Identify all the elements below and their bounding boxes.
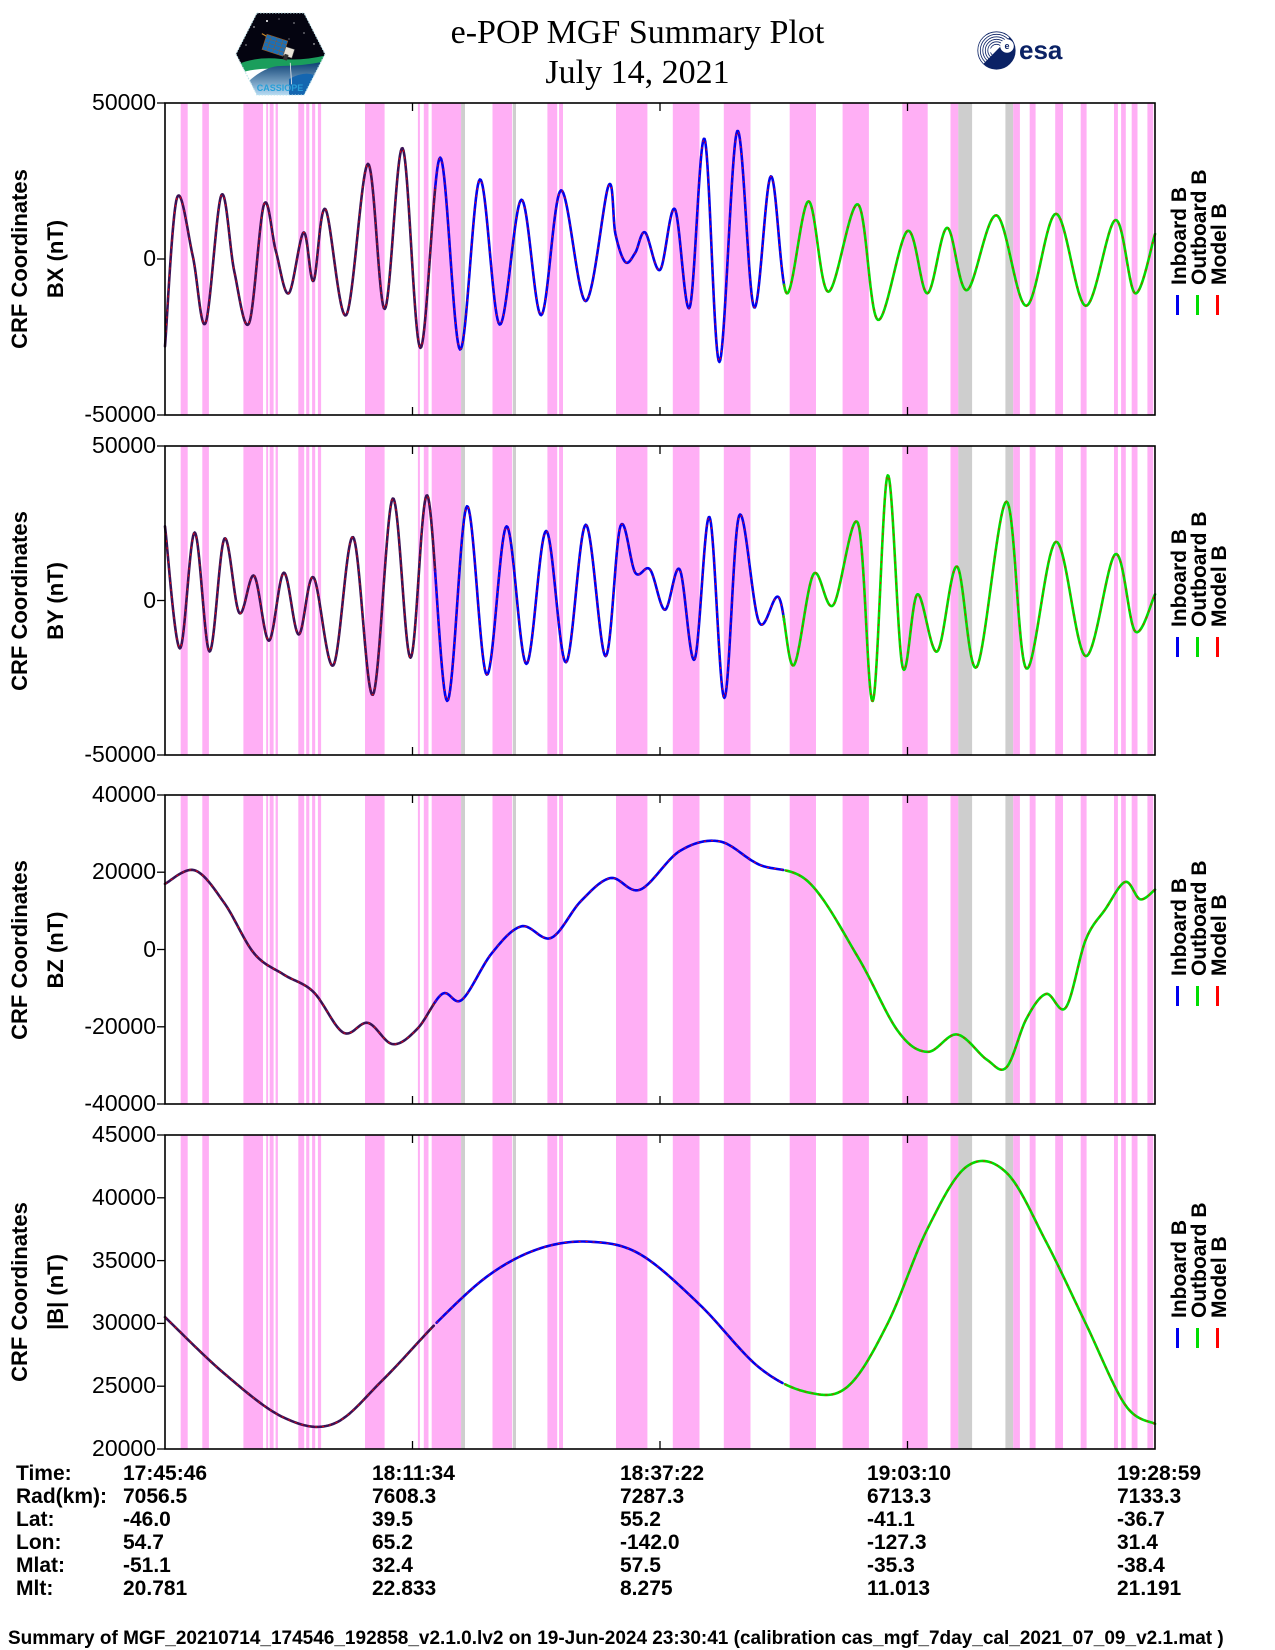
svg-text:esa: esa [1019,35,1063,65]
svg-text:e: e [1004,41,1009,51]
